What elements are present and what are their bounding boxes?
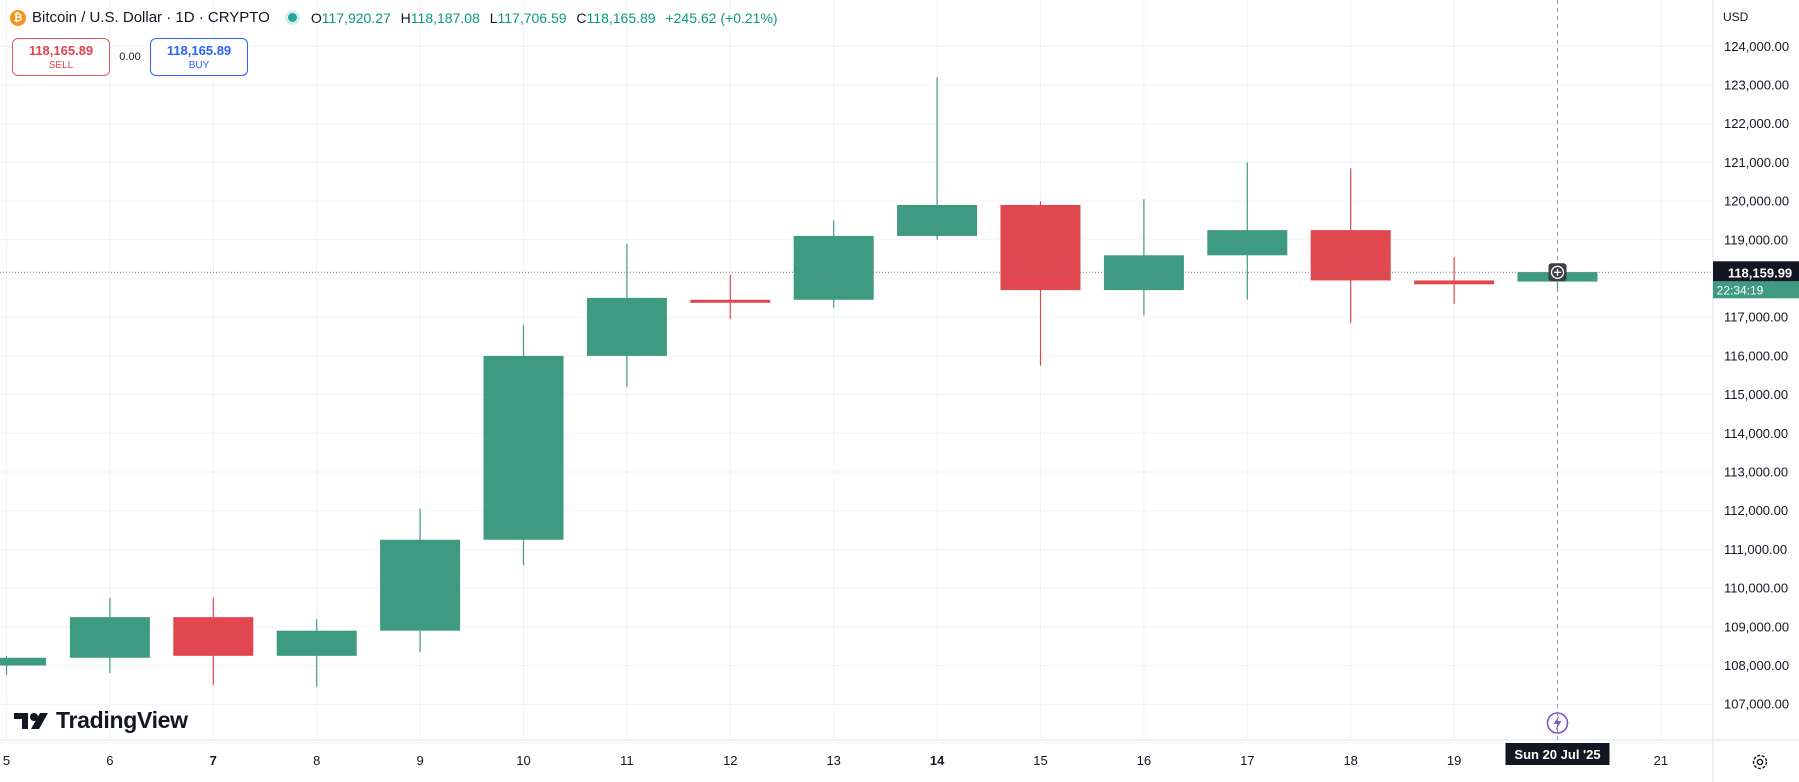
- countdown-label: 22:34:19: [1717, 283, 1764, 297]
- candle-body[interactable]: [1207, 230, 1288, 256]
- y-tick-label: 124,000.00: [1724, 39, 1789, 54]
- market-open-status-icon[interactable]: [287, 13, 297, 22]
- x-tick-label: 14: [930, 753, 945, 768]
- currency-selector[interactable]: USD: [1723, 10, 1749, 24]
- buy-label: BUY: [188, 60, 210, 71]
- y-tick-label: 121,000.00: [1724, 155, 1789, 170]
- x-tick-label: 13: [826, 753, 840, 768]
- gear-icon[interactable]: [1751, 753, 1769, 771]
- x-tick-label: 9: [416, 753, 423, 768]
- y-tick-label: 108,000.00: [1724, 658, 1789, 673]
- candle-body[interactable]: [1000, 204, 1081, 291]
- y-tick-label: 115,000.00: [1724, 387, 1788, 402]
- buy-price: 118,165.89: [166, 43, 232, 58]
- x-tick-label: 18: [1343, 753, 1357, 768]
- candle-body[interactable]: [1414, 280, 1495, 285]
- high-label: H: [400, 9, 411, 26]
- y-tick-label: 117,000.00: [1724, 310, 1788, 325]
- x-tick-label: 11: [620, 753, 634, 768]
- candle-body[interactable]: [793, 235, 874, 300]
- y-tick-label: 119,000.00: [1724, 232, 1788, 247]
- x-tick-label: 15: [1033, 753, 1047, 768]
- sell-label: SELL: [48, 60, 74, 71]
- close-label: C: [576, 9, 587, 26]
- y-tick-label: 122,000.00: [1724, 116, 1789, 131]
- x-tick-label: 19: [1447, 753, 1461, 768]
- close-value: 118,165.89: [586, 9, 656, 26]
- x-tick-label: 16: [1137, 753, 1151, 768]
- x-tick-label: 6: [106, 753, 113, 768]
- candle-body[interactable]: [173, 617, 254, 656]
- open-label: O: [310, 9, 322, 26]
- high-value: 118,187.08: [410, 9, 480, 26]
- candle-body[interactable]: [690, 299, 771, 303]
- plus-circle-icon: [1550, 265, 1565, 279]
- bitcoin-icon: ₿: [10, 9, 26, 26]
- symbol-legend: ₿ Bitcoin / U.S. Dollar · 1D · CRYPTO O1…: [10, 9, 778, 26]
- last-price-label: 118,159.99: [1728, 265, 1792, 280]
- candle-body[interactable]: [1310, 230, 1391, 281]
- x-tick-label: 12: [723, 753, 737, 768]
- low-value: 117,706.59: [497, 9, 567, 26]
- y-tick-label: 116,000.00: [1724, 348, 1788, 363]
- countdown-badge: [1713, 281, 1799, 299]
- sell-price: 118,165.89: [28, 43, 94, 58]
- x-tick-label: 8: [313, 753, 320, 768]
- x-tick-label: 5: [3, 753, 10, 768]
- x-tick-label: 21: [1654, 753, 1668, 768]
- x-tick-label: 10: [516, 753, 530, 768]
- candle-body[interactable]: [586, 297, 667, 356]
- tradingview-logo[interactable]: TradingView: [14, 707, 188, 734]
- y-tick-label: 112,000.00: [1724, 503, 1788, 518]
- y-tick-label: 120,000.00: [1724, 194, 1789, 209]
- change-value: +245.62 (+0.21%): [665, 9, 778, 26]
- last-price-badge: [1713, 261, 1799, 282]
- ohlc-values: O117,920.27 H118,187.08 L117,706.59 C118…: [311, 10, 778, 26]
- spread-value: 0.00: [119, 51, 141, 63]
- brand-name: TradingView: [56, 707, 188, 733]
- sell-button[interactable]: 118,165.89 SELL: [12, 38, 110, 76]
- low-label: L: [489, 9, 498, 26]
- candle-body[interactable]: [69, 617, 150, 658]
- crosshair-date-badge: [1505, 743, 1610, 765]
- candle-body[interactable]: [897, 204, 978, 236]
- y-tick-label: 110,000.00: [1724, 581, 1788, 596]
- candle-body[interactable]: [276, 630, 357, 656]
- lightning-icon[interactable]: [1546, 712, 1569, 734]
- candle-body[interactable]: [483, 355, 564, 540]
- y-tick-label: 107,000.00: [1724, 697, 1789, 712]
- open-value: 117,920.27: [321, 9, 391, 26]
- y-tick-label: 111,000.00: [1724, 542, 1787, 557]
- candle-body[interactable]: [380, 539, 461, 631]
- x-tick-label: 17: [1240, 753, 1254, 768]
- y-tick-label: 114,000.00: [1724, 426, 1788, 441]
- candle-body[interactable]: [0, 657, 46, 666]
- symbol-title[interactable]: Bitcoin / U.S. Dollar · 1D · CRYPTO: [32, 9, 270, 26]
- buy-button[interactable]: 118,165.89 BUY: [150, 38, 248, 76]
- x-tick-label: 7: [210, 753, 217, 768]
- tradingview-logo-icon: [14, 712, 48, 729]
- y-tick-label: 123,000.00: [1724, 78, 1789, 93]
- y-tick-label: 113,000.00: [1724, 465, 1788, 480]
- y-tick-label: 109,000.00: [1724, 619, 1789, 634]
- trade-panel: 118,165.89 SELL 0.00 118,165.89 BUY: [12, 38, 248, 76]
- lightning-bolt-icon: [1553, 715, 1562, 731]
- crosshair-date-label: Sun 20 Jul '25: [1514, 747, 1600, 762]
